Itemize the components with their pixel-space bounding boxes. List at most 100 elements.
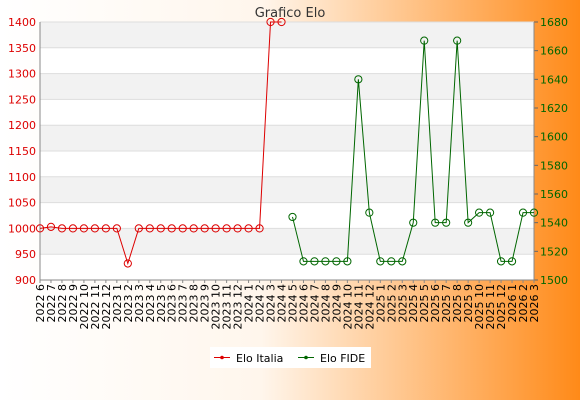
x-tick-label: 2023 4 (144, 284, 157, 323)
data-point-fide (485, 208, 495, 217)
x-tick-label: 2022 12 (100, 284, 113, 330)
data-point-italia (46, 222, 56, 231)
data-point-italia (277, 17, 286, 27)
x-tick-label: 2023 6 (166, 284, 179, 323)
x-tick-label: 2025 5 (418, 284, 431, 323)
legend-label-italia: Elo Italia (236, 352, 283, 365)
grid-band (40, 125, 534, 151)
data-point-italia (178, 224, 187, 233)
legend-label-fide: Elo FIDE (320, 352, 365, 365)
grid-band (40, 22, 534, 48)
y-right-tick-label: 1540 (540, 217, 568, 230)
x-tick-label: 2024 2 (254, 284, 267, 323)
x-tick-label: 2023 3 (133, 284, 146, 323)
x-tick-label: 2023 7 (177, 284, 190, 323)
data-point-fide (321, 257, 330, 266)
x-tick-label: 2023 9 (199, 284, 212, 323)
x-tick-label: 2022 6 (34, 284, 47, 323)
y-left-tick-label: 950 (15, 248, 36, 261)
data-point-italia (90, 224, 99, 233)
y-left-tick-label: 1150 (8, 145, 36, 158)
y-right-tick-label: 1580 (540, 159, 568, 172)
x-tick-label: 2022 11 (89, 284, 102, 330)
chart-title: Grafico Elo (255, 6, 326, 21)
x-tick-label: 2026 3 (528, 284, 541, 323)
x-tick-label: 2023 11 (221, 284, 234, 330)
data-point-fide (288, 212, 297, 222)
x-tick-label: 2025 3 (396, 284, 409, 323)
x-tick-label: 2024 3 (265, 284, 278, 323)
x-tick-label: 2024 11 (352, 284, 365, 330)
x-tick-label: 2023 5 (155, 284, 168, 323)
data-point-fide (453, 36, 462, 45)
x-tick-label: 2026 2 (517, 284, 530, 323)
y-right-tick-label: 1680 (540, 16, 568, 29)
data-point-italia (222, 224, 231, 233)
x-tick-label: 2024 5 (286, 284, 299, 323)
x-tick-label: 2023 10 (210, 284, 223, 330)
data-point-italia (255, 224, 264, 233)
y-left-tick-label: 1100 (8, 171, 36, 184)
data-point-fide (387, 257, 396, 266)
data-point-fide (431, 218, 440, 227)
plot-area: 900 950 1000 1050 1100 1150 1200 1250 1300 1350 14… (8, 16, 568, 330)
x-tick-label: 2024 8 (319, 284, 332, 323)
x-tick-label: 2022 9 (67, 284, 80, 323)
x-tick-label: 2023 1 (111, 284, 124, 323)
y-left-tick-label: 1400 (8, 16, 36, 29)
data-point-fide (475, 208, 484, 217)
data-point-italia (244, 224, 253, 233)
x-tick-label: 2023 12 (232, 284, 245, 330)
y-right-tick-label: 1600 (540, 131, 568, 144)
x-tick-label: 2024 12 (363, 284, 376, 330)
grid-band (40, 176, 534, 203)
y-right-tick-label: 1560 (540, 188, 568, 201)
x-tick-label: 2025 1 (374, 284, 387, 323)
y-left-tick-label: 1250 (8, 93, 36, 106)
x-tick-label: 2023 8 (188, 284, 201, 323)
y-left-tick-label: 1350 (8, 42, 36, 55)
data-point-fide (310, 257, 319, 266)
data-point-fide (409, 218, 418, 227)
y-left-tick-label: 1050 (8, 197, 36, 210)
data-point-fide (343, 257, 352, 266)
data-point-italia (123, 259, 132, 268)
x-tick-label: 2024 6 (297, 284, 310, 323)
x-tick-label: 2022 7 (45, 284, 58, 323)
x-tick-label: 2024 10 (341, 284, 354, 330)
data-point-italia (68, 224, 78, 233)
data-point-fide (496, 257, 506, 266)
data-point-italia (57, 224, 67, 233)
grid-band (40, 73, 534, 100)
data-point-italia (134, 224, 143, 233)
y-left-tick-label: 1000 (8, 222, 36, 235)
legend-marker-italia (220, 355, 224, 360)
data-point-italia (101, 224, 110, 233)
y-right-tick-label: 1640 (540, 73, 568, 86)
data-point-italia (145, 224, 154, 233)
data-point-fide (529, 208, 539, 217)
data-point-italia (167, 224, 176, 233)
legend-box (210, 347, 371, 368)
data-point-fide (464, 218, 473, 227)
x-tick-label: 2025 9 (462, 284, 475, 323)
y-left-tick-label: 1300 (8, 68, 36, 81)
x-tick-label: 2025 8 (451, 284, 464, 323)
data-point-italia (79, 224, 89, 233)
data-point-fide (299, 257, 308, 266)
x-tick-label: 2025 10 (473, 284, 486, 330)
data-point-fide (420, 36, 429, 45)
data-point-italia (233, 224, 242, 233)
x-tick-label: 2026 1 (506, 284, 519, 323)
x-tick-label: 2025 6 (429, 284, 442, 323)
x-tick-label: 2024 1 (243, 284, 256, 323)
data-point-italia (211, 224, 220, 233)
data-point-italia (189, 224, 198, 233)
x-tick-label: 2025 11 (484, 284, 497, 330)
x-tick-label: 2024 4 (276, 284, 289, 323)
data-point-italia (200, 224, 209, 233)
x-tick-label: 2025 7 (440, 284, 453, 323)
data-point-fide (376, 257, 385, 266)
